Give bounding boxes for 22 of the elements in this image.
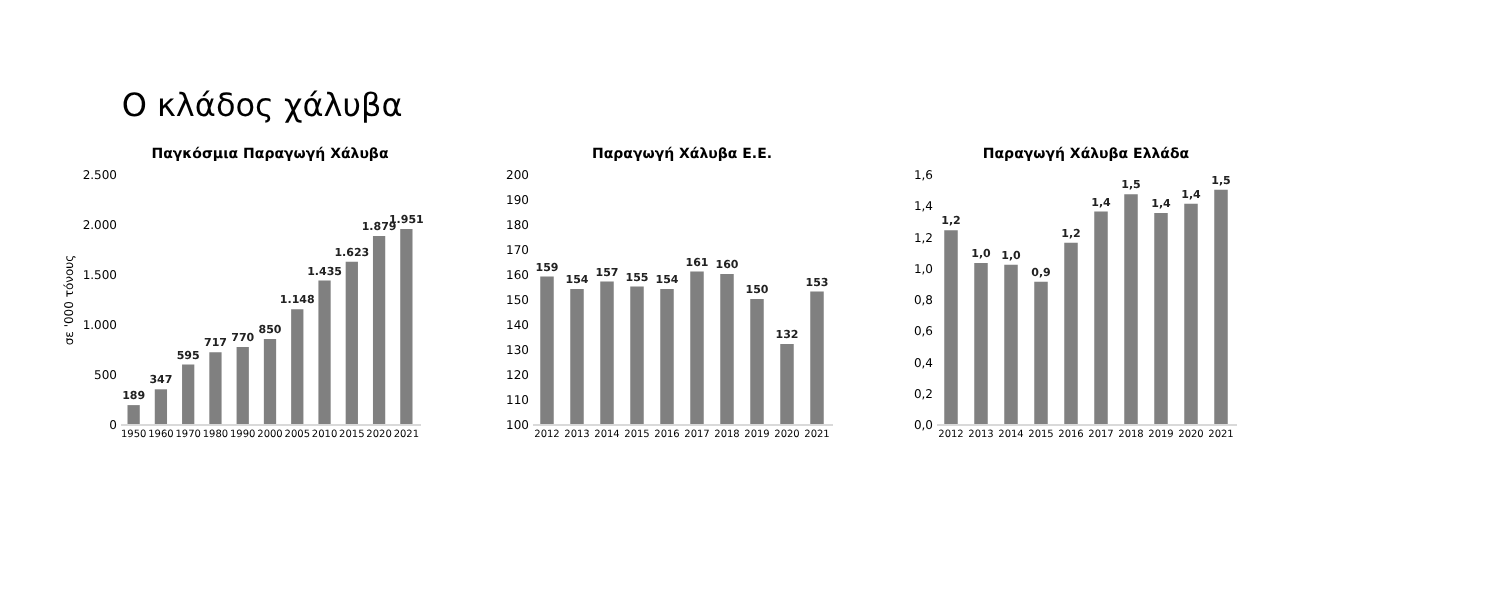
bar [1034,281,1048,424]
bar [1094,211,1108,424]
bar [372,236,386,424]
bar [1124,194,1138,424]
bar [1184,203,1198,424]
bar [1154,213,1168,424]
bar [209,352,222,424]
bar [974,263,988,424]
bar [345,261,358,424]
bar [318,280,331,424]
bar [1004,264,1018,424]
bar [154,389,168,424]
bar [291,309,304,424]
bar [182,364,195,424]
text: Ο κλάδος χάλυβα [121,86,403,124]
bar [127,405,140,424]
bar [400,228,413,424]
bar [1214,189,1228,424]
bar [236,347,249,424]
bar [263,339,277,424]
bar [944,230,958,424]
bar [1064,242,1078,424]
